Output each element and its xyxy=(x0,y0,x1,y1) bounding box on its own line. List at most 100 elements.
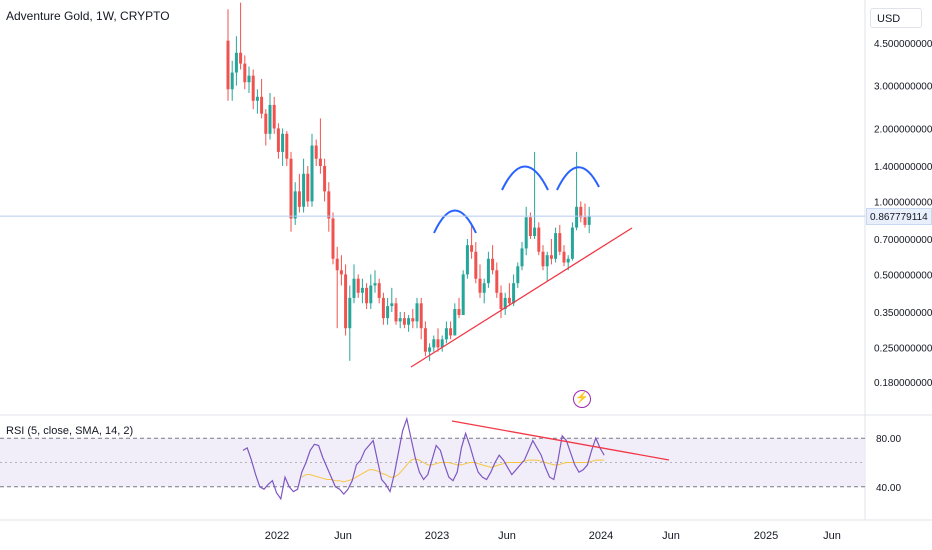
candle-body xyxy=(310,145,314,202)
time-tick-label: 2023 xyxy=(425,530,449,542)
candle-body xyxy=(570,227,574,259)
candle-body xyxy=(293,191,297,219)
candle-body xyxy=(369,285,373,304)
price-tick-label: 2.000000000 xyxy=(874,124,932,135)
candle-body xyxy=(234,52,238,73)
candle-body xyxy=(360,287,364,293)
head-arc xyxy=(501,165,549,191)
candle-body xyxy=(440,339,444,348)
candle-body xyxy=(276,128,280,152)
candle-body xyxy=(533,227,537,237)
candle-body xyxy=(444,328,448,340)
candle-body xyxy=(516,266,520,284)
candle-body xyxy=(230,72,234,90)
candle-body xyxy=(415,303,419,322)
candle-body xyxy=(499,292,503,310)
candle-body xyxy=(381,297,385,319)
candle-body xyxy=(260,96,264,114)
candle-body xyxy=(335,258,339,271)
rsi-divergence-line xyxy=(451,420,670,461)
candle-body xyxy=(348,297,352,329)
candle-body xyxy=(587,216,591,225)
candle-body xyxy=(537,227,541,252)
candle-body xyxy=(297,191,301,207)
symbol-title[interactable]: Adventure Gold, 1W, CRYPTO xyxy=(6,9,170,23)
candle-body xyxy=(575,206,579,228)
candle-body xyxy=(394,303,398,322)
candle-body xyxy=(377,283,381,298)
lightning-icon[interactable]: ⚡ xyxy=(573,390,591,408)
candle-body xyxy=(356,278,360,293)
candle-body xyxy=(579,206,583,218)
candle-body xyxy=(255,96,259,101)
candle-body xyxy=(323,165,327,192)
last-price-tag: 0.867779114 xyxy=(866,208,932,225)
time-tick-label: 2024 xyxy=(589,530,613,542)
candle-body xyxy=(272,104,276,129)
candle-body xyxy=(314,145,318,159)
candle-body xyxy=(461,274,465,316)
candle-body xyxy=(407,318,411,325)
candle-body xyxy=(470,245,474,252)
candle-body xyxy=(327,191,331,219)
currency-selector[interactable]: USD xyxy=(870,8,922,28)
rsi-indicator-label[interactable]: RSI (5, close, SMA, 14, 2) xyxy=(6,425,134,437)
candle-body xyxy=(411,318,415,322)
candle-body xyxy=(365,287,369,304)
candle-body xyxy=(289,158,293,219)
price-tick-label: 4.500000000 xyxy=(874,39,932,50)
candle-body xyxy=(339,270,343,275)
candles-layer xyxy=(226,2,591,361)
candle-body xyxy=(491,258,495,271)
candle-body xyxy=(419,303,423,329)
candle-body xyxy=(449,328,453,336)
candle-body xyxy=(390,303,394,307)
candle-body xyxy=(562,251,566,263)
price-tick-label: 0.500000000 xyxy=(874,270,932,281)
candle-body xyxy=(436,339,440,348)
candle-body xyxy=(482,283,486,293)
candle-body xyxy=(512,283,516,304)
candle-body xyxy=(226,40,230,90)
candle-body xyxy=(520,248,524,267)
candle-body xyxy=(478,278,482,293)
time-tick-label: Jun xyxy=(334,530,352,542)
price-tick-label: 0.700000000 xyxy=(874,235,932,246)
candle-body xyxy=(318,158,322,166)
right-shoulder-arc xyxy=(556,166,600,191)
price-tick-label: 3.000000000 xyxy=(874,82,932,93)
candle-body xyxy=(285,133,289,159)
time-tick-label: Jun xyxy=(498,530,516,542)
candle-body xyxy=(583,217,587,225)
support-trendline xyxy=(410,227,633,368)
candle-body xyxy=(243,63,247,83)
candle-body xyxy=(386,306,390,319)
price-tick-label: 0.250000000 xyxy=(874,343,932,354)
rsi-band-layer xyxy=(0,437,865,488)
candle-body xyxy=(398,318,402,322)
candle-body xyxy=(251,75,255,101)
candle-body xyxy=(558,233,562,252)
axis-layer: 4.500000000 3.000000000 2.000000000 1.40000… xyxy=(0,39,932,542)
candle-body xyxy=(331,218,335,259)
candle-body xyxy=(528,217,532,237)
rsi-layer xyxy=(242,416,605,501)
candle-body xyxy=(554,233,558,259)
candle-body xyxy=(432,339,436,348)
candle-body xyxy=(423,328,427,352)
candle-body xyxy=(549,255,553,259)
time-tick-label: 2022 xyxy=(265,530,289,542)
candle-body xyxy=(507,297,511,304)
candle-body xyxy=(524,217,528,249)
candle-body xyxy=(264,113,268,134)
time-tick-label: Jun xyxy=(823,530,841,542)
candle-body xyxy=(566,258,570,263)
time-tick-label: 2025 xyxy=(754,530,778,542)
candle-body xyxy=(453,309,457,336)
candle-body xyxy=(545,255,549,267)
candle-body xyxy=(474,251,478,279)
candle-body xyxy=(344,274,348,329)
rsi-level-label: 80.00 xyxy=(876,434,901,445)
candle-body xyxy=(503,297,507,310)
